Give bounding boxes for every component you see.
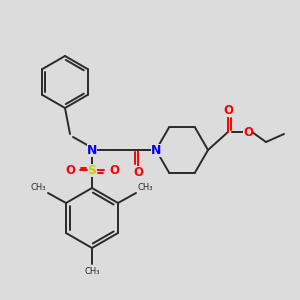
Text: N: N	[151, 143, 161, 157]
Text: O: O	[109, 164, 119, 176]
Text: CH₃: CH₃	[138, 182, 154, 191]
Text: CH₃: CH₃	[84, 266, 100, 275]
Text: S: S	[88, 164, 97, 176]
Text: O: O	[65, 164, 75, 176]
Text: CH₃: CH₃	[31, 182, 46, 191]
Text: O: O	[133, 166, 143, 178]
Text: O: O	[243, 125, 253, 139]
Text: O: O	[223, 103, 233, 116]
Text: N: N	[87, 143, 97, 157]
